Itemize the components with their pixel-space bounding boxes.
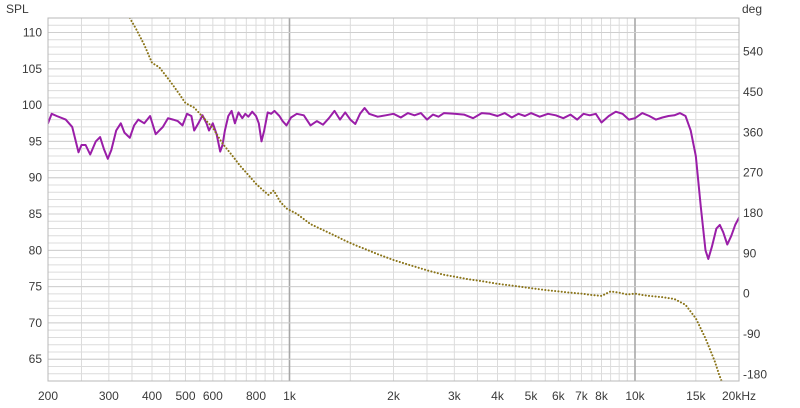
- left-tick-label: 75: [29, 280, 43, 294]
- right-tick-label: -180: [743, 367, 767, 381]
- x-axis-ticks: 200 300 400 500 600 800 1k 2k 3k 4k 5k 6k 7k 8k 10k 15k…: [38, 389, 756, 403]
- left-axis-ticks: 65 70 75 80 85 90 95 100 105 110: [22, 26, 42, 367]
- phase-series-line: [128, 18, 723, 381]
- right-tick-label: 270: [743, 166, 763, 180]
- x-tick-label: 300: [99, 389, 119, 403]
- left-tick-label: 80: [29, 243, 43, 257]
- x-tick-label: 800: [246, 389, 266, 403]
- plot-frame: [47, 17, 740, 382]
- left-tick-label: 85: [29, 207, 43, 221]
- x-tick-label: 200: [38, 389, 58, 403]
- left-tick-label: 70: [29, 316, 43, 330]
- left-axis-title: SPL: [6, 2, 29, 16]
- right-tick-label: 360: [743, 125, 763, 139]
- left-tick-label: 95: [29, 134, 43, 148]
- x-tick-label: 500: [175, 389, 195, 403]
- x-tick-label: 10k: [625, 389, 645, 403]
- x-tick-label: 600: [203, 389, 223, 403]
- spl-series-line: [48, 107, 739, 260]
- x-tick-label: 20kHz: [722, 389, 756, 403]
- series-layer: [48, 18, 739, 381]
- right-tick-label: 450: [743, 85, 763, 99]
- left-tick-label: 105: [22, 62, 42, 76]
- left-tick-label: 90: [29, 171, 43, 185]
- right-tick-label: 180: [743, 206, 763, 220]
- x-tick-label: 7k: [575, 389, 589, 403]
- right-tick-label: 0: [743, 287, 750, 301]
- x-tick-label: 3k: [448, 389, 462, 403]
- right-axis-title: deg: [742, 2, 762, 16]
- right-tick-label: -90: [743, 327, 761, 341]
- left-tick-label: 100: [22, 98, 42, 112]
- x-tick-label: 6k: [552, 389, 566, 403]
- major-grid: [48, 18, 739, 381]
- left-tick-label: 65: [29, 352, 43, 366]
- x-tick-label: 4k: [491, 389, 505, 403]
- x-tick-label: 8k: [595, 389, 609, 403]
- right-axis-ticks: -180 -90 0 90 180 270 360 450 540: [743, 45, 767, 382]
- right-tick-label: 90: [743, 246, 757, 260]
- x-tick-label: 400: [142, 389, 162, 403]
- x-tick-label: 1k: [283, 389, 297, 403]
- left-tick-label: 110: [23, 26, 42, 40]
- x-tick-label: 5k: [525, 389, 539, 403]
- x-tick-label: 15k: [686, 389, 706, 403]
- x-tick-label: 2k: [387, 389, 401, 403]
- right-tick-label: 540: [743, 45, 763, 59]
